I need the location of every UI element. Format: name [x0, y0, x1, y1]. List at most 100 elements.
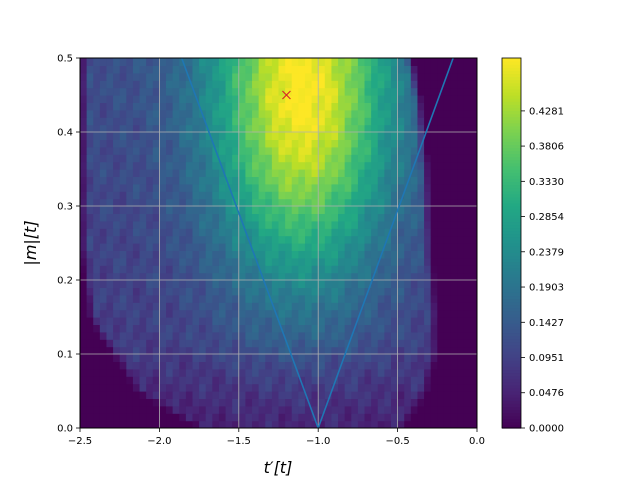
heat-cell: [93, 405, 101, 414]
heat-cell: [271, 331, 280, 340]
heat-cell: [357, 80, 366, 89]
heat-cell: [318, 95, 326, 103]
heat-cell: [271, 324, 280, 333]
heat-cell: [159, 257, 167, 266]
heat-cell: [437, 146, 445, 155]
heat-cell: [457, 124, 465, 133]
heat-cell: [470, 302, 477, 311]
heat-cell: [139, 191, 147, 200]
heat-cell: [278, 169, 286, 177]
heat-cell: [199, 102, 207, 111]
heat-cell: [146, 257, 154, 266]
heat-cell: [364, 265, 372, 274]
heat-cell: [377, 280, 385, 288]
heat-cell: [457, 346, 465, 355]
heat-cell: [424, 65, 432, 74]
heat-cell: [364, 198, 372, 207]
heat-cell: [457, 213, 465, 222]
heat-cell: [291, 87, 299, 96]
heat-cell: [404, 58, 412, 66]
heat-cell: [132, 398, 141, 407]
colorbar-segment: [502, 243, 521, 247]
heat-cell: [311, 102, 319, 111]
heat-cell: [278, 391, 286, 399]
heat-cell: [119, 339, 127, 348]
heat-cell: [390, 398, 399, 407]
heat-cell: [437, 346, 445, 355]
heat-cell: [324, 154, 333, 163]
heat-cell: [338, 317, 346, 325]
heat-cell: [179, 331, 187, 340]
heat-cell: [404, 154, 412, 163]
heat-cell: [119, 250, 127, 259]
heat-cell: [298, 206, 306, 214]
heat-cell: [318, 339, 326, 348]
heat-cell: [285, 346, 293, 355]
heat-cell: [218, 331, 227, 340]
heat-cell: [199, 309, 207, 318]
heat-cell: [437, 117, 445, 126]
heat-cell: [397, 176, 405, 185]
heat-cell: [238, 235, 247, 244]
heat-cell: [351, 169, 359, 177]
heat-cell: [232, 191, 240, 200]
heat-cell: [304, 420, 313, 428]
heat-cell: [304, 124, 313, 133]
heat-cell: [185, 80, 194, 89]
heat-cell: [450, 346, 458, 355]
heat-cell: [390, 317, 399, 325]
heat-cell: [331, 272, 339, 281]
heat-cell: [377, 124, 385, 133]
colorbar-segment: [502, 412, 521, 417]
heat-cell: [159, 243, 167, 251]
heat-cell: [113, 331, 121, 340]
heat-cell: [185, 420, 194, 428]
heat-cell: [271, 272, 280, 281]
heat-cell: [119, 87, 127, 96]
heat-cell: [132, 139, 141, 148]
heat-cell: [371, 413, 379, 422]
heat-cell: [344, 339, 352, 348]
heat-cell: [119, 331, 127, 340]
heat-cell: [252, 87, 260, 96]
heat-cell: [338, 124, 346, 133]
heat-cell: [119, 354, 127, 362]
heat-cell: [318, 420, 326, 428]
heat-cell: [205, 354, 213, 362]
heat-cell: [404, 398, 412, 407]
heat-cell: [338, 354, 346, 362]
heat-cell: [159, 161, 167, 170]
heat-cell: [390, 95, 399, 103]
heat-cell: [285, 339, 293, 348]
heat-cell: [324, 331, 333, 340]
heat-cell: [450, 95, 458, 103]
heat-cell: [351, 354, 359, 362]
heat-cell: [377, 117, 385, 126]
heat-cell: [404, 243, 412, 251]
heat-cell: [404, 191, 412, 200]
heat-cell: [139, 109, 147, 118]
heat-cell: [470, 324, 477, 333]
heat-cell: [331, 368, 339, 377]
heat-cell: [212, 324, 220, 333]
colorbar-segment: [502, 187, 521, 192]
heat-cell: [364, 309, 372, 318]
heat-cell: [430, 331, 438, 340]
heat-cell: [245, 95, 253, 103]
heat-cell: [351, 191, 359, 200]
heat-cell: [126, 257, 134, 266]
heat-cell: [152, 80, 160, 89]
heat-cell: [285, 309, 293, 318]
heat-cell: [344, 183, 352, 192]
heat-cell: [424, 361, 432, 370]
heat-cell: [179, 243, 187, 251]
heat-cell: [212, 228, 220, 237]
heat-cell: [470, 287, 477, 296]
heat-cell: [113, 80, 121, 89]
heat-cell: [404, 235, 412, 244]
heat-cell: [357, 124, 366, 133]
heat-cell: [146, 72, 154, 81]
heat-cell: [291, 405, 299, 414]
heat-cell: [285, 317, 293, 325]
heat-cell: [397, 309, 405, 318]
